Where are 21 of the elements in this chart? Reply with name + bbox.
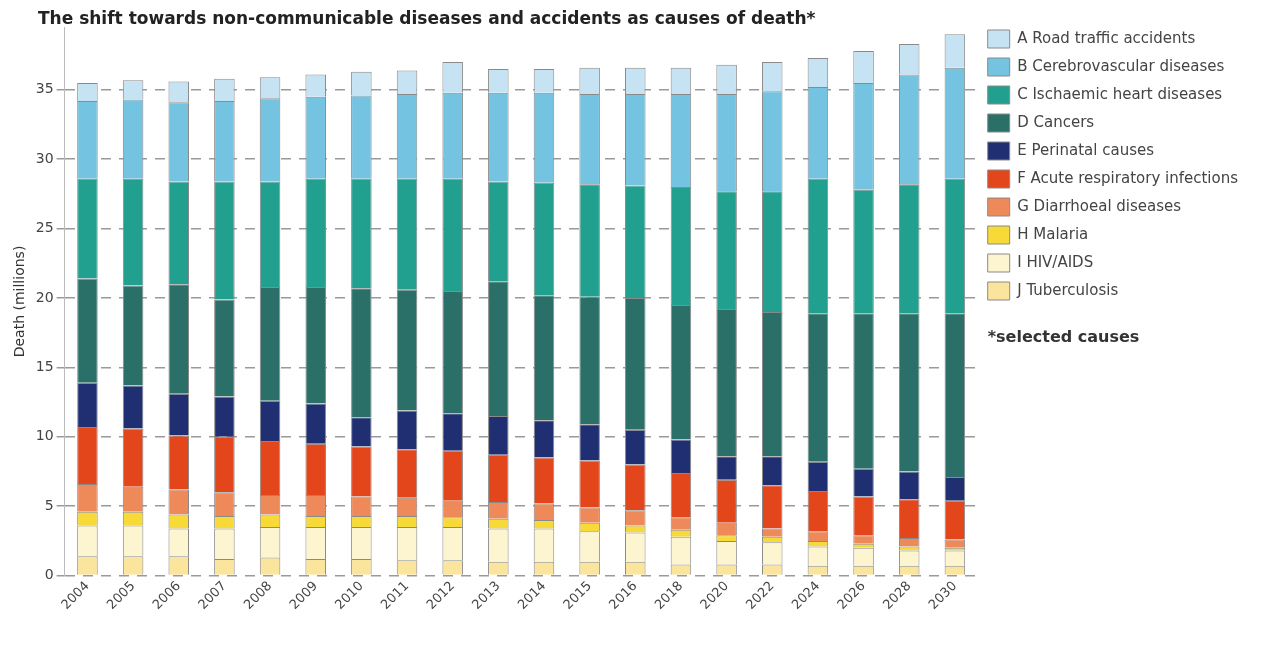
y-axis-title: Death (millions) [11, 245, 28, 358]
y-tick-label: 10 [35, 427, 54, 444]
y-tick-label: 25 [35, 219, 54, 236]
legend-label: E Perinatal causes [1017, 140, 1155, 159]
y-tick-label: 5 [44, 496, 54, 513]
y-tick-label: 0 [44, 566, 54, 583]
legend-label: A Road traffic accidents [1017, 28, 1196, 47]
legend-label: G Diarrhoeal diseases [1017, 196, 1182, 215]
chart-title: The shift towards non-communicable diseases and accidents as causes of death* [38, 8, 817, 28]
legend-label: H Malaria [1017, 224, 1089, 243]
legend-label: F Acute respiratory infections [1017, 168, 1239, 187]
legend-label: I HIV/AIDS [1017, 252, 1094, 271]
legend-label: B Cerebrovascular diseases [1017, 56, 1225, 75]
legend-label: D Cancers [1017, 112, 1095, 131]
y-tick-label: 20 [35, 288, 54, 305]
y-tick-label: 35 [35, 80, 54, 97]
y-tick-label: 15 [35, 358, 54, 375]
text: *selected causes [987, 327, 1140, 347]
legend-label: C Ischaemic heart diseases [1017, 84, 1223, 103]
legend-label: J Tuberculosis [1016, 280, 1119, 299]
y-tick-label: 30 [35, 149, 54, 166]
